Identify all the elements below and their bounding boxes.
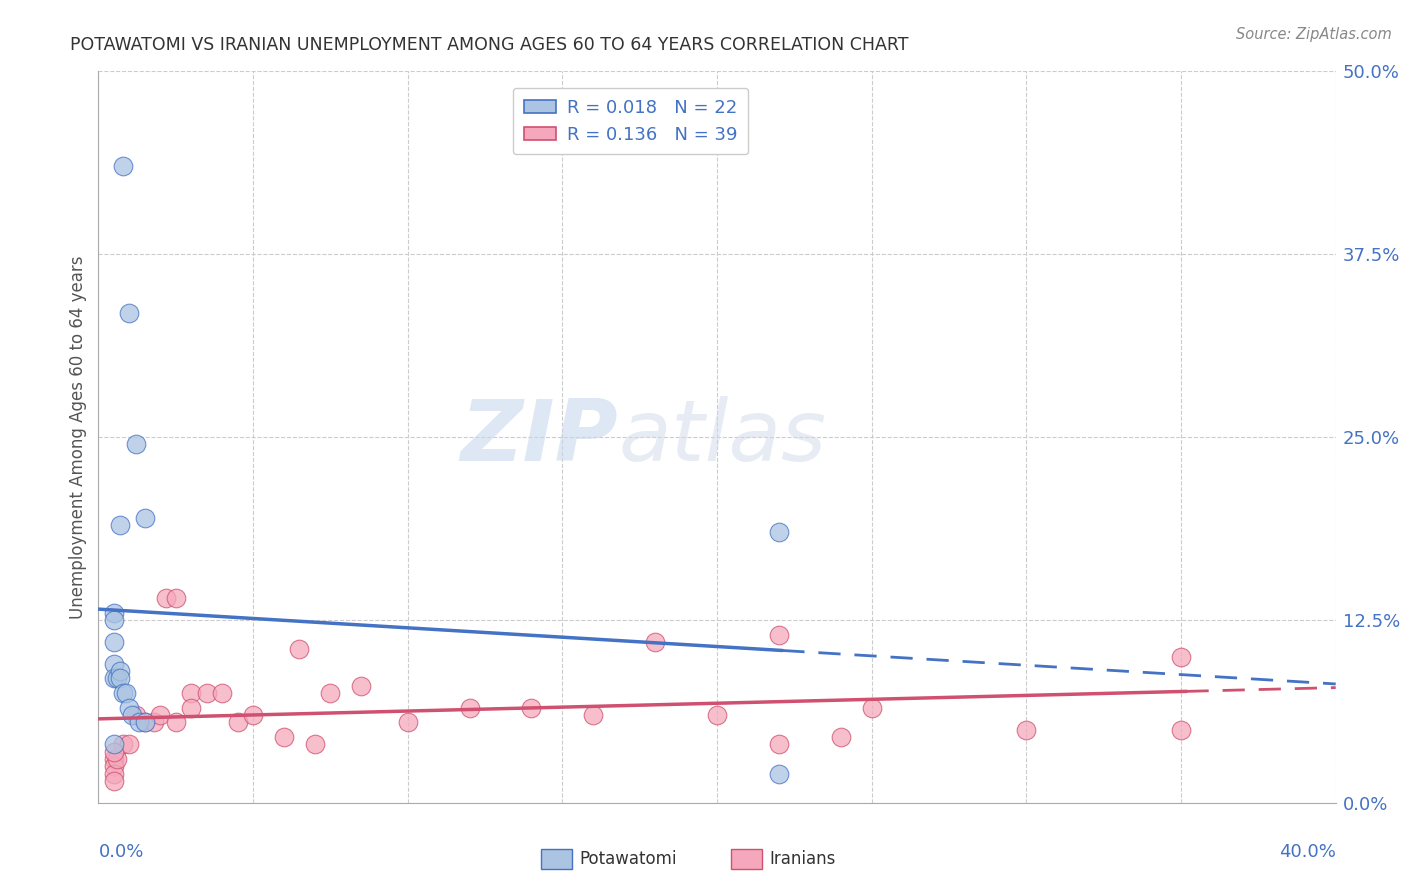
Point <box>143 715 166 730</box>
Point <box>350 679 373 693</box>
Point <box>112 737 135 751</box>
Point <box>319 686 342 700</box>
Point <box>242 708 264 723</box>
Point <box>103 752 125 766</box>
Point <box>458 700 481 714</box>
Point <box>180 686 202 700</box>
Point <box>226 715 249 730</box>
Point <box>103 606 125 620</box>
Point <box>118 306 141 320</box>
Point <box>124 437 146 451</box>
Point <box>1015 723 1038 737</box>
Point <box>1170 723 1192 737</box>
Point <box>288 642 311 657</box>
Point <box>108 517 131 532</box>
Point <box>860 700 883 714</box>
Point <box>103 745 125 759</box>
Point <box>105 752 128 766</box>
Point <box>165 715 187 730</box>
Point <box>103 657 125 671</box>
Point <box>520 700 543 714</box>
Point <box>830 730 852 744</box>
Point <box>273 730 295 744</box>
Point <box>768 737 790 751</box>
Y-axis label: Unemployment Among Ages 60 to 64 years: Unemployment Among Ages 60 to 64 years <box>69 255 87 619</box>
Point <box>108 672 131 686</box>
Text: ZIP: ZIP <box>460 395 619 479</box>
Text: Source: ZipAtlas.com: Source: ZipAtlas.com <box>1236 27 1392 42</box>
Point <box>165 591 187 605</box>
Point <box>396 715 419 730</box>
Point <box>103 613 125 627</box>
Point <box>134 715 156 730</box>
Point <box>304 737 326 751</box>
Point <box>103 737 125 751</box>
Point <box>134 510 156 524</box>
Point <box>195 686 218 700</box>
Point <box>1170 649 1192 664</box>
Point <box>768 627 790 641</box>
Point <box>211 686 233 700</box>
Point <box>128 715 150 730</box>
Point <box>118 700 141 714</box>
Text: 0.0%: 0.0% <box>98 843 143 861</box>
Point <box>103 766 125 780</box>
Point <box>115 686 138 700</box>
Point <box>118 737 141 751</box>
Point <box>105 672 128 686</box>
Point <box>103 672 125 686</box>
Point <box>768 525 790 540</box>
Text: 40.0%: 40.0% <box>1279 843 1336 861</box>
Point <box>149 708 172 723</box>
Text: atlas: atlas <box>619 395 827 479</box>
Point <box>180 700 202 714</box>
Point <box>103 773 125 788</box>
Point <box>582 708 605 723</box>
Point <box>112 686 135 700</box>
Point <box>103 759 125 773</box>
Point <box>644 635 666 649</box>
Text: Potawatomi: Potawatomi <box>579 850 676 868</box>
Point <box>124 708 146 723</box>
Point <box>768 766 790 780</box>
Point <box>112 160 135 174</box>
Point <box>706 708 728 723</box>
Point <box>103 635 125 649</box>
Text: Iranians: Iranians <box>769 850 835 868</box>
Point <box>155 591 177 605</box>
Text: POTAWATOMI VS IRANIAN UNEMPLOYMENT AMONG AGES 60 TO 64 YEARS CORRELATION CHART: POTAWATOMI VS IRANIAN UNEMPLOYMENT AMONG… <box>70 36 908 54</box>
Point <box>108 664 131 678</box>
Point <box>134 715 156 730</box>
Legend: R = 0.018   N = 22, R = 0.136   N = 39: R = 0.018 N = 22, R = 0.136 N = 39 <box>513 87 748 154</box>
Point <box>121 708 143 723</box>
